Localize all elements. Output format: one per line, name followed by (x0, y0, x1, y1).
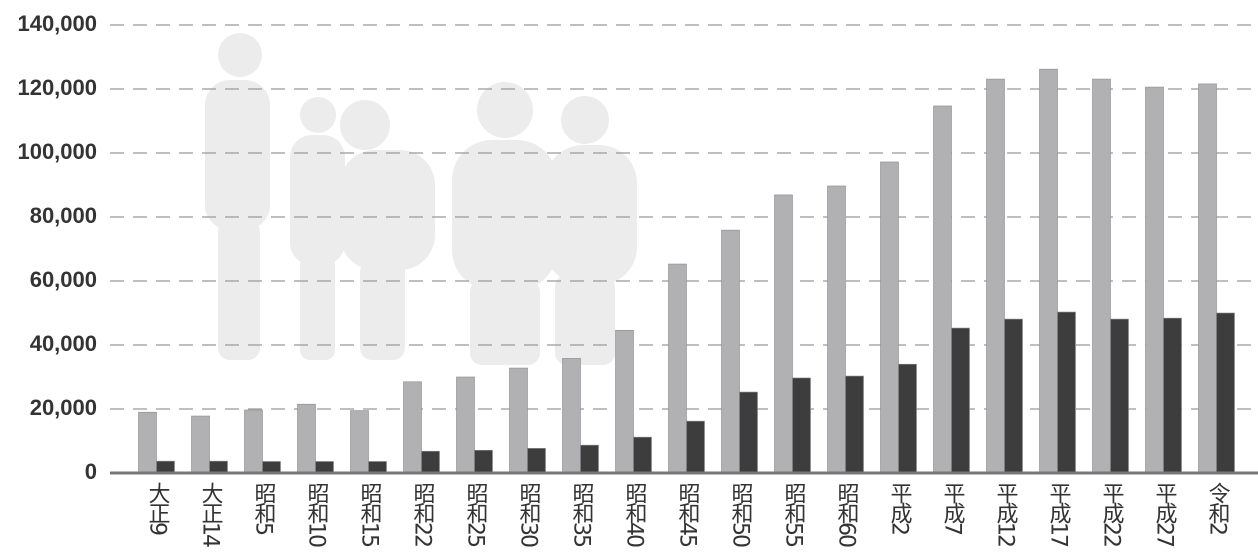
bar (880, 161, 899, 474)
bar (792, 377, 811, 474)
bar (845, 375, 864, 474)
bar (456, 376, 475, 474)
x-tick-label: 昭和5 (250, 482, 276, 534)
x-tick-label: 昭和40 (621, 482, 647, 546)
x-tick-label: 平成17 (1045, 482, 1071, 546)
bar (562, 358, 581, 474)
y-tick-label: 140,000 (17, 11, 97, 36)
bar (191, 415, 210, 474)
bar (615, 329, 634, 474)
bar (1110, 318, 1129, 474)
y-tick-label: 60,000 (30, 267, 97, 292)
x-tick-label: 平成7 (939, 482, 965, 534)
x-tick-label: 昭和55 (780, 482, 806, 546)
x-tick-label: 大正9 (144, 482, 170, 534)
bar (1145, 86, 1164, 474)
bar (350, 410, 369, 474)
bar (209, 460, 228, 474)
y-tick-label: 120,000 (17, 75, 97, 100)
bar (686, 420, 705, 474)
x-tick-label: 昭和10 (303, 482, 329, 546)
x-tick-label: 昭和22 (409, 482, 435, 546)
x-tick-label: 令和2 (1204, 482, 1230, 534)
x-tick-label: 昭和45 (674, 482, 700, 546)
x-tick-label: 大正14 (197, 482, 223, 546)
bar (138, 411, 157, 474)
bar (827, 185, 846, 474)
bar (315, 461, 334, 474)
bar (986, 78, 1005, 474)
y-tick-label: 100,000 (17, 139, 97, 164)
bar (474, 449, 493, 474)
x-tick-label: 昭和35 (568, 482, 594, 546)
bar (1216, 312, 1235, 474)
bar (527, 448, 546, 474)
bar (509, 367, 528, 474)
bar (1163, 317, 1182, 474)
bar (721, 229, 740, 474)
bar (1039, 68, 1058, 474)
y-tick-label: 0 (85, 459, 97, 484)
x-tick-label: 平成2 (886, 482, 912, 534)
x-tick-label: 平成12 (992, 482, 1018, 546)
silhouettes (205, 33, 637, 365)
y-tick-label: 80,000 (30, 203, 97, 228)
bar (297, 403, 316, 474)
x-tick-label: 昭和30 (515, 482, 541, 546)
x-tick-label: 昭和15 (356, 482, 382, 546)
bar (739, 391, 758, 474)
bar (156, 460, 175, 474)
bar (1057, 311, 1076, 474)
bar (244, 409, 263, 474)
bar (933, 105, 952, 474)
x-tick-label: 平成22 (1098, 482, 1124, 546)
bar (403, 381, 422, 474)
bar (1004, 318, 1023, 474)
y-tick-label: 40,000 (30, 331, 97, 356)
x-tick-label: 昭和60 (833, 482, 859, 546)
bar (774, 194, 793, 474)
bar (1198, 83, 1217, 474)
bar (262, 461, 281, 474)
bar (580, 444, 599, 474)
bar (951, 327, 970, 474)
y-tick-label: 20,000 (30, 395, 97, 420)
bar (421, 450, 440, 474)
bar (633, 436, 652, 474)
x-tick-label: 平成27 (1151, 482, 1177, 546)
bar (668, 263, 687, 474)
bar (368, 461, 387, 474)
bar (898, 363, 917, 474)
x-tick-label: 昭和50 (727, 482, 753, 546)
bar (1092, 78, 1111, 474)
x-tick-label: 昭和25 (462, 482, 488, 546)
